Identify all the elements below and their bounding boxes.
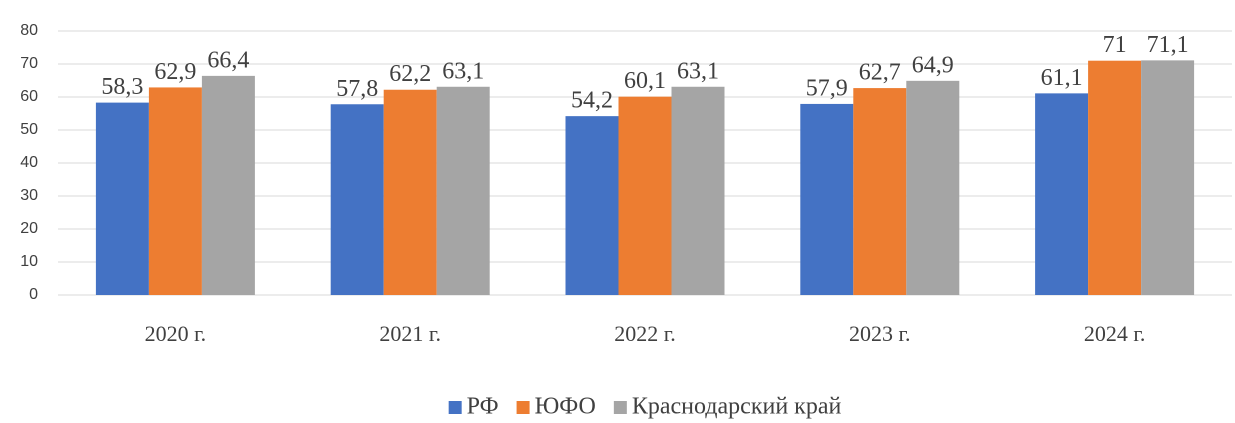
bar — [906, 80, 960, 295]
data-label: 58,3 — [101, 74, 143, 100]
y-tick-label: 20 — [20, 220, 38, 237]
data-label: 63,1 — [677, 58, 719, 84]
data-label: 66,4 — [207, 47, 249, 73]
data-label: 61,1 — [1041, 65, 1083, 91]
y-tick-label: 30 — [20, 187, 38, 204]
bar — [201, 75, 255, 295]
legend-label: ЮФО — [535, 394, 596, 420]
data-label: 62,7 — [859, 60, 901, 86]
bar — [148, 87, 202, 296]
bar — [95, 102, 149, 295]
bar — [1141, 60, 1195, 296]
bar — [618, 96, 672, 295]
bar — [1088, 60, 1142, 296]
data-label: 71,1 — [1147, 32, 1189, 58]
bar — [671, 86, 725, 296]
y-tick-label: 60 — [20, 88, 38, 105]
bar — [800, 103, 854, 296]
x-tick-label: 2020 г. — [145, 321, 207, 346]
x-tick-label: 2022 г. — [614, 321, 676, 346]
data-label: 71 — [1103, 32, 1127, 58]
legend-swatch — [516, 401, 530, 414]
x-tick-label: 2024 г. — [1084, 321, 1146, 346]
y-tick-label: 50 — [20, 121, 38, 138]
bar — [436, 86, 490, 296]
data-label: 63,1 — [442, 58, 484, 84]
bar — [565, 116, 619, 295]
legend-swatch — [448, 401, 462, 414]
bar — [383, 89, 437, 296]
y-tick-label: 10 — [20, 253, 38, 270]
legend-label: РФ — [467, 394, 499, 420]
x-tick-label: 2021 г. — [379, 321, 441, 346]
y-tick-label: 0 — [29, 286, 38, 303]
y-tick-label: 70 — [20, 55, 38, 72]
y-tick-label: 40 — [20, 154, 38, 171]
data-label: 64,9 — [912, 52, 954, 78]
data-label: 54,2 — [571, 88, 613, 114]
data-label: 60,1 — [624, 68, 666, 94]
bar — [1035, 93, 1089, 296]
legend-label: Краснодарский край — [632, 394, 842, 420]
data-label: 57,8 — [336, 76, 378, 102]
data-label: 57,9 — [806, 75, 848, 101]
y-tick-label: 80 — [20, 22, 38, 39]
data-label: 62,2 — [389, 61, 431, 87]
bar — [330, 104, 384, 295]
legend-swatch — [613, 401, 627, 414]
bar — [853, 88, 907, 295]
x-tick-label: 2023 г. — [849, 321, 911, 346]
data-label: 62,9 — [154, 59, 196, 85]
